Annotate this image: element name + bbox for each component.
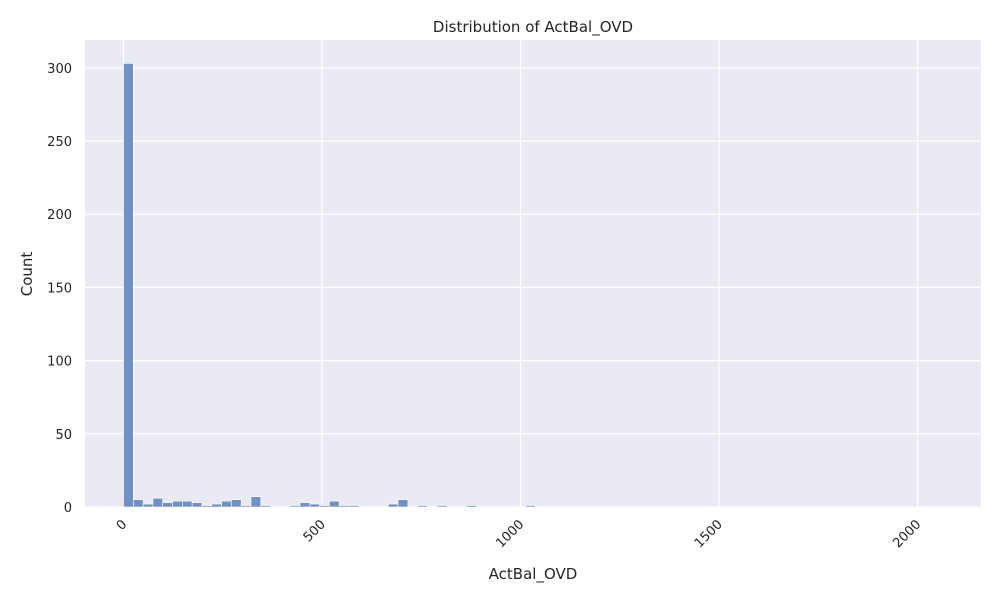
y-axis-label: Count	[18, 252, 36, 297]
y-tick-label: 200	[47, 208, 72, 223]
histogram-bar	[436, 505, 448, 508]
histogram-bar	[466, 505, 477, 508]
histogram-bar	[172, 500, 183, 508]
histogram-bar	[329, 500, 340, 508]
x-tick-label: 1000	[493, 517, 527, 551]
x-axis-label: ActBal_OVD	[489, 565, 578, 584]
x-tick-labels: 0 500 1000 1500 2000	[114, 517, 924, 551]
histogram-bar	[123, 63, 134, 508]
chart-title: Distribution of ActBal_OVD	[433, 18, 633, 37]
histogram-bar	[289, 505, 301, 508]
y-tick-label: 300	[47, 62, 72, 77]
histogram-bar	[309, 503, 320, 508]
y-tick-label: 250	[47, 135, 72, 150]
histogram-bar	[133, 499, 144, 508]
histogram-bar	[162, 502, 173, 508]
histogram-bar	[201, 505, 213, 508]
histogram-bar	[211, 503, 222, 508]
histogram-bar	[348, 505, 360, 508]
histogram-bars	[123, 63, 536, 508]
histogram-bar	[260, 505, 271, 508]
histogram-bar	[525, 505, 536, 508]
histogram-bar	[319, 505, 330, 508]
y-tick-labels: 0 50 100 150 200 250 300	[47, 62, 72, 516]
histogram-bar	[231, 499, 242, 508]
histogram-bar	[387, 503, 399, 508]
histogram-bar	[221, 500, 232, 508]
histogram-bar	[250, 496, 262, 508]
histogram-bar	[142, 503, 154, 508]
plot-area	[85, 40, 981, 507]
y-tick-label: 150	[47, 281, 72, 296]
x-tick-label: 1500	[692, 517, 726, 551]
y-tick-label: 0	[64, 501, 72, 516]
histogram-bar	[397, 499, 409, 508]
histogram-bar	[191, 502, 203, 508]
x-tick-label: 500	[301, 517, 329, 545]
histogram-bar	[240, 505, 252, 508]
histogram-bar	[417, 505, 428, 508]
histogram-bar	[299, 502, 311, 508]
x-tick-label: 2000	[890, 517, 924, 551]
histogram-bar	[182, 500, 193, 508]
histogram-bar	[152, 497, 164, 508]
histogram-bar	[338, 505, 350, 508]
y-tick-label: 50	[55, 428, 72, 443]
x-tick-label: 0	[114, 517, 130, 533]
y-tick-label: 100	[47, 355, 72, 370]
